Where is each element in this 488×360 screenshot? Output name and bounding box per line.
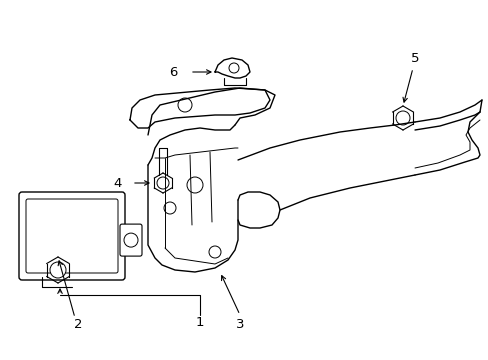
- Circle shape: [228, 63, 239, 73]
- Circle shape: [208, 246, 221, 258]
- FancyBboxPatch shape: [19, 192, 125, 280]
- Circle shape: [157, 177, 169, 189]
- Text: 5: 5: [410, 51, 418, 64]
- Text: 4: 4: [113, 176, 122, 189]
- Text: 1: 1: [195, 315, 204, 328]
- Text: 3: 3: [235, 319, 244, 332]
- Circle shape: [124, 233, 138, 247]
- Circle shape: [178, 98, 192, 112]
- Circle shape: [395, 111, 409, 125]
- Text: 6: 6: [169, 66, 178, 78]
- Circle shape: [50, 262, 66, 278]
- Text: 2: 2: [74, 319, 82, 332]
- FancyBboxPatch shape: [120, 224, 142, 256]
- Circle shape: [163, 202, 176, 214]
- FancyBboxPatch shape: [26, 199, 118, 273]
- Circle shape: [186, 177, 203, 193]
